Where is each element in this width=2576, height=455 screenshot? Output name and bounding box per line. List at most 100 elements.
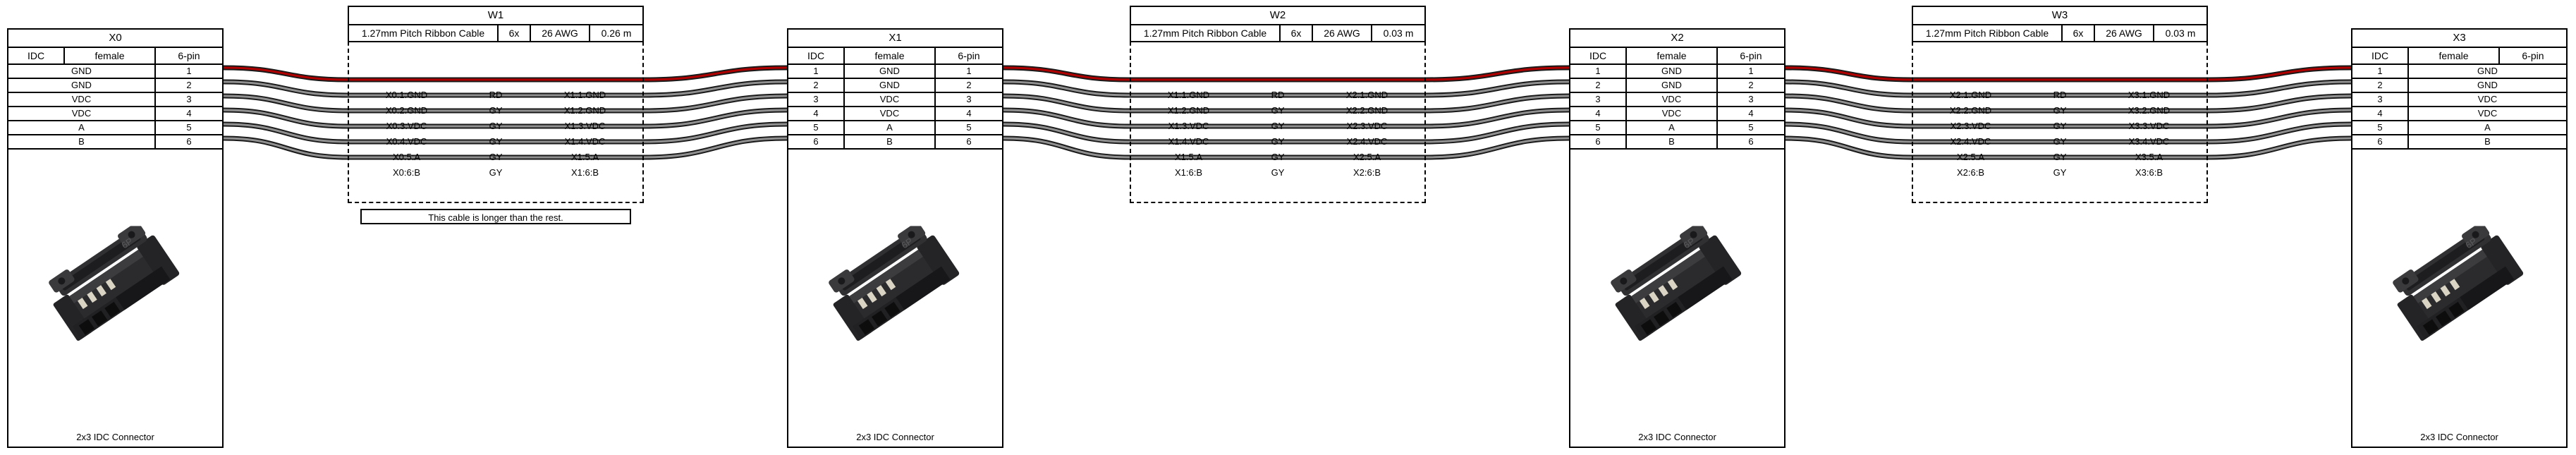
wire-core [1003,123,1130,143]
pin-number: 3 [186,94,192,104]
cable-title: W3 [1912,6,2208,24]
cable-length: 0.03 m [2165,28,2196,39]
wire-outline [1003,93,1130,114]
pin-row[interactable]: 1 GND 1 [788,65,1002,79]
wire-row[interactable]: X0:4:VDC GY X1:4:VDC [349,133,642,149]
wire-outline [2207,93,2352,114]
pin-row[interactable]: 1 GND [2352,65,2566,79]
wire-core [223,109,348,128]
pin-row[interactable]: GND 1 [8,65,222,79]
wire-row[interactable]: X2:2:GND GY X3:2:GND [1913,102,2206,118]
pin-number: 4 [2352,107,2409,120]
pin-name: A [1627,121,1718,134]
connector-x2[interactable]: X2 IDC female 6-pin 1 GND 1 2 GND 2 3 VDC 3 4 VDC 4 5 A 5 6… [1569,28,1786,448]
wire-color: GY [489,151,503,162]
connector-type: IDC [788,48,845,63]
pin-row[interactable]: 2 GND [2352,79,2566,93]
pin-number-left: 5 [788,121,845,134]
wire-row[interactable]: X1:5:A GY X2:5:A [1131,149,1424,164]
wire-to: X1:5:A [570,151,599,162]
wire-row[interactable]: X0:2:GND GY X1:2:GND [349,102,642,118]
pin-number: 6 [186,136,192,147]
pin-row[interactable]: VDC 3 [8,93,222,107]
pin-number: 5 [186,122,192,133]
pin-row[interactable]: 4 VDC [2352,107,2566,121]
wire-outline [1785,79,1912,98]
pin-row[interactable]: 4 VDC 4 [788,107,1002,121]
wire-from: X2:2:GND [1949,104,1992,116]
wire-row[interactable]: X0:1:GND RD X1:1:GND [349,87,642,102]
wire-outline [2207,65,2352,83]
wire-row[interactable]: X2:5:A GY X3:5:A [1913,149,2206,164]
pin-row[interactable]: 2 GND 2 [788,79,1002,93]
idc-connector-icon: 6P [1610,225,1741,341]
connector-x0[interactable]: X0 IDC female 6-pin GND 1 GND 2 VDC 3 VDC 4 A 5 B 6 6P 2x… [7,28,224,448]
wire-to: X2:6:B [1353,166,1381,178]
pin-row[interactable]: VDC 4 [8,107,222,121]
cable-w3[interactable]: W3 1.27mm Pitch Ribbon Cable 6x 26 AWG 0.03 … [1912,6,2208,203]
cable-count: 6x [499,25,531,41]
wire-row[interactable]: X2:1:GND RD X3:1:GND [1913,87,2206,102]
wire-to: X2:1:GND [1345,89,1388,100]
wire-core [1003,80,1130,97]
wire-color: GY [1271,166,1285,178]
wire-row[interactable]: X0:6:B GY X1:6:B [349,164,642,180]
pin-row[interactable]: 3 VDC [2352,93,2566,107]
wire-to: X3:3:VDC [2128,120,2170,131]
wire-row[interactable]: X1:1:GND RD X2:1:GND [1131,87,1424,102]
connector-pincount: 6-pin [1740,50,1762,61]
pin-row[interactable]: 4 VDC 4 [1570,107,1784,121]
pin-row[interactable]: 1 GND 1 [1570,65,1784,79]
wire-row[interactable]: X1:6:B GY X2:6:B [1131,164,1424,180]
pin-number: 6 [2352,135,2409,148]
wire-color: RD [2053,89,2067,100]
wire-row[interactable]: X2:6:B GY X3:6:B [1913,164,2206,180]
pin-row[interactable]: GND 2 [8,79,222,93]
wire-row[interactable]: X1:4:VDC GY X2:4:VDC [1131,133,1424,149]
connector-spec-row: IDC female 6-pin [788,48,1002,65]
connector-pincount: 6-pin [178,50,200,61]
pin-row[interactable]: 2 GND 2 [1570,79,1784,93]
cable-spec-row: 1.27mm Pitch Ribbon Cable 6x 26 AWG 0.26 m [348,24,644,42]
cable-w2[interactable]: W2 1.27mm Pitch Ribbon Cable 6x 26 AWG 0.03 … [1130,6,1426,203]
connector-x3[interactable]: X3 IDC female 6-pin 1 GND 2 GND 3 VDC 4 VDC 5 A 6 B 6P 2x… [2351,28,2568,448]
wire-row[interactable]: X1:2:GND GY X2:2:GND [1131,102,1424,118]
wire-color: GY [1271,151,1285,162]
wire-row[interactable]: X0:5:A GY X1:5:A [349,149,642,164]
wire-outline [223,121,348,145]
wire-outline [1425,121,1570,145]
idc-connector-icon: 6P [48,225,179,341]
wire-color: RD [489,89,503,100]
pin-name: GND [8,79,156,92]
wire-from: X2:5:A [1956,151,1985,162]
wire-row[interactable]: X2:3:VDC GY X3:3:VDC [1913,118,2206,133]
wire-from: X2:1:GND [1949,89,1992,100]
connector-x1[interactable]: X1 IDC female 6-pin 1 GND 1 2 GND 2 3 VDC 3 4 VDC 4 5 A 5 6… [787,28,1003,448]
pin-name: VDC [1627,93,1718,106]
pin-number-right: 2 [966,80,972,90]
wire-row[interactable]: X0:3:VDC GY X1:3:VDC [349,118,642,133]
pin-row[interactable]: 3 VDC 3 [1570,93,1784,107]
wire-core [223,66,348,81]
pin-number-right: 2 [1748,80,1754,90]
wire-core [1785,66,1912,81]
cable-gauge: 26 AWG [2095,25,2154,41]
wire-outline [643,79,788,98]
pin-name: VDC [845,93,936,106]
cable-w1[interactable]: W1 1.27mm Pitch Ribbon Cable 6x 26 AWG 0.26 … [348,6,644,203]
cable-spec: 1.27mm Pitch Ribbon Cable [1913,25,2063,41]
wire-row[interactable]: X2:4:VDC GY X3:4:VDC [1913,133,2206,149]
wire-list: X1:1:GND RD X2:1:GND X1:2:GND GY X2:2:GND X1:3… [1131,42,1424,202]
wire-row[interactable]: X1:3:VDC GY X2:3:VDC [1131,118,1424,133]
pin-row[interactable]: 3 VDC 3 [788,93,1002,107]
connector-image: 6P 2x3 IDC Connector [1570,150,1784,447]
